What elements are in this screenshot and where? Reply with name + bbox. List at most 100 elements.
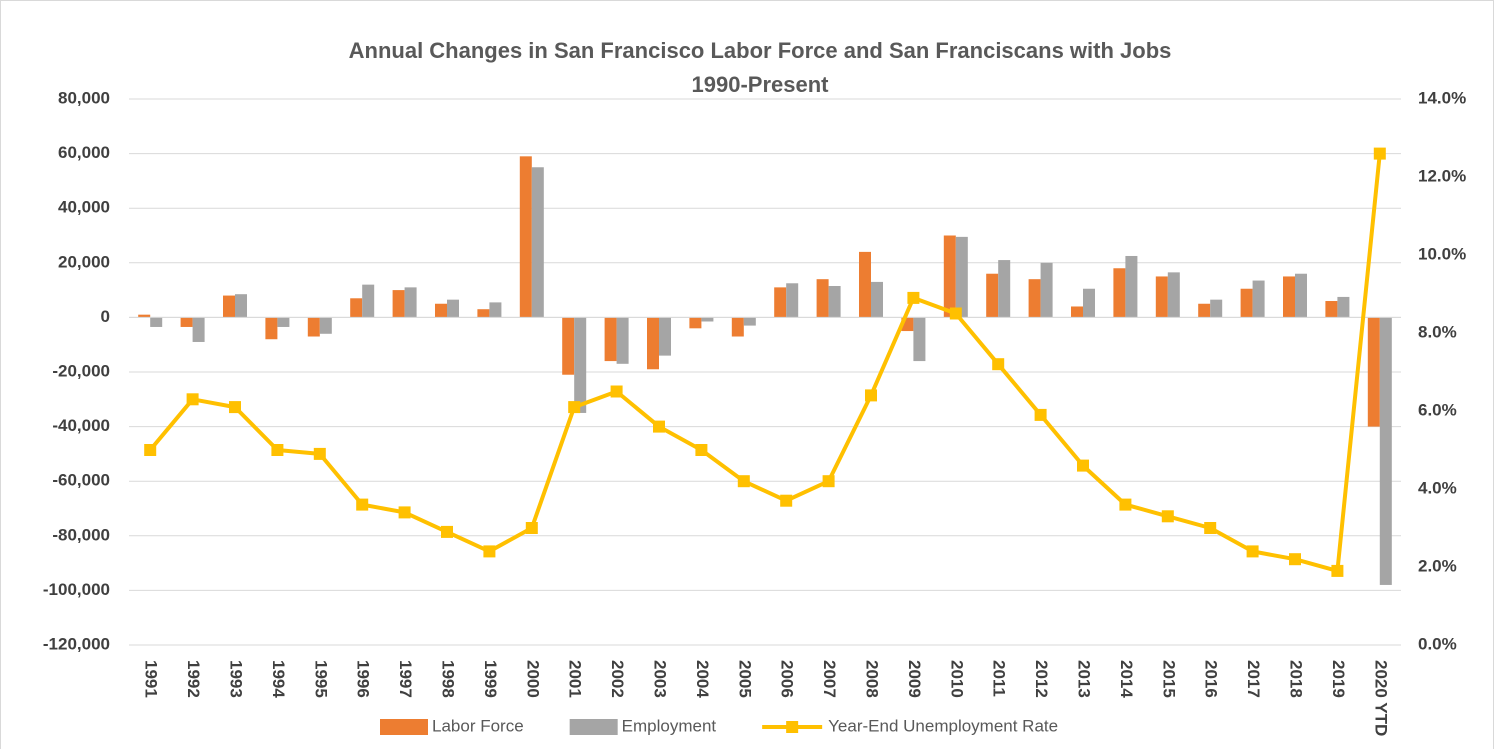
line-marker bbox=[1246, 545, 1259, 558]
x-tick-label: 2015 bbox=[1159, 660, 1178, 698]
x-tick-label: 2017 bbox=[1244, 660, 1263, 698]
bar bbox=[138, 314, 151, 318]
legend-label: Labor Force bbox=[432, 716, 524, 735]
legend-swatch bbox=[380, 719, 428, 735]
bar bbox=[616, 317, 629, 364]
bar bbox=[435, 303, 447, 318]
line-marker bbox=[907, 291, 920, 304]
y-tick-label: -120,000 bbox=[43, 634, 110, 653]
x-tick-label: 2003 bbox=[651, 660, 670, 698]
x-tick-label: 2013 bbox=[1075, 660, 1094, 698]
bar bbox=[743, 317, 756, 326]
bar bbox=[828, 286, 841, 318]
bar bbox=[871, 281, 883, 318]
line-marker bbox=[780, 494, 793, 507]
x-tick-label: 2006 bbox=[778, 660, 797, 698]
line-marker bbox=[822, 475, 835, 488]
bar bbox=[519, 156, 532, 318]
x-tick-label: 2002 bbox=[608, 660, 627, 698]
bar bbox=[277, 317, 290, 327]
y2-tick-label: 8.0% bbox=[1418, 322, 1457, 341]
line-marker bbox=[144, 444, 157, 456]
y2-tick-label: 10.0% bbox=[1418, 244, 1466, 263]
line-marker bbox=[1204, 522, 1217, 534]
y2-tick-label: 0.0% bbox=[1418, 634, 1457, 653]
y2-tick-label: 6.0% bbox=[1418, 400, 1457, 419]
x-tick-label: 1997 bbox=[396, 660, 415, 698]
x-tick-label: 2018 bbox=[1287, 660, 1306, 698]
chart-subtitle: 1990-Present bbox=[692, 72, 830, 97]
x-tick-label: 1993 bbox=[227, 660, 246, 698]
bar bbox=[1155, 276, 1168, 318]
y-tick-label: 40,000 bbox=[58, 198, 110, 217]
y-tick-label: 80,000 bbox=[58, 88, 110, 107]
line bbox=[148, 153, 1382, 573]
x-tick-label: 1996 bbox=[354, 660, 373, 698]
bar bbox=[647, 317, 659, 370]
x-tick-label: 2008 bbox=[863, 660, 882, 698]
line-marker bbox=[695, 444, 708, 456]
bar bbox=[1367, 317, 1380, 427]
y-tick-label: 60,000 bbox=[58, 143, 110, 162]
bar bbox=[531, 167, 544, 318]
bar bbox=[223, 295, 235, 318]
line-marker bbox=[398, 506, 411, 519]
bar bbox=[1083, 288, 1095, 318]
line-marker bbox=[949, 307, 962, 320]
x-tick-label: 1995 bbox=[311, 660, 330, 698]
bar bbox=[150, 317, 163, 327]
line-marker bbox=[271, 444, 284, 456]
line-marker bbox=[865, 389, 877, 402]
bar bbox=[265, 317, 278, 340]
bar bbox=[180, 317, 193, 327]
bar bbox=[1337, 296, 1350, 318]
bar bbox=[701, 317, 714, 322]
line-marker bbox=[1289, 553, 1301, 566]
bar bbox=[786, 283, 799, 318]
bar bbox=[1040, 262, 1053, 318]
y2-tick-label: 12.0% bbox=[1418, 166, 1466, 185]
bar bbox=[1071, 306, 1083, 318]
bar bbox=[816, 279, 829, 318]
line-marker bbox=[653, 420, 665, 433]
bar bbox=[192, 317, 205, 342]
line-marker bbox=[186, 393, 199, 406]
x-tick-label: 1998 bbox=[439, 660, 458, 698]
bar bbox=[1379, 317, 1392, 585]
x-tick-label: 2014 bbox=[1117, 660, 1136, 698]
x-tick-label: 1992 bbox=[184, 660, 203, 698]
bar bbox=[943, 235, 956, 318]
line-marker bbox=[1331, 564, 1344, 577]
bar bbox=[998, 260, 1011, 318]
bar bbox=[404, 287, 417, 318]
bar bbox=[986, 273, 999, 318]
line-marker bbox=[737, 475, 750, 488]
x-tick-label: 2020 YTD bbox=[1371, 660, 1390, 736]
x-tick-label: 2009 bbox=[905, 660, 924, 698]
bar bbox=[1210, 299, 1223, 318]
line-marker bbox=[356, 498, 369, 511]
line-marker bbox=[1161, 510, 1174, 523]
bar bbox=[447, 299, 459, 318]
x-tick-label: 1991 bbox=[142, 660, 161, 698]
bar bbox=[477, 309, 490, 318]
y-tick-label: -80,000 bbox=[52, 525, 110, 544]
bar bbox=[235, 294, 247, 318]
bar bbox=[319, 317, 332, 334]
bar bbox=[574, 317, 587, 413]
y-tick-label: -20,000 bbox=[52, 361, 110, 380]
y-tick-label: -100,000 bbox=[43, 580, 110, 599]
bar bbox=[604, 317, 617, 362]
bar bbox=[1252, 280, 1265, 318]
line-marker bbox=[1077, 459, 1089, 472]
legend-swatch bbox=[569, 719, 618, 735]
bar bbox=[1198, 303, 1211, 318]
x-tick-label: 2012 bbox=[1032, 660, 1051, 698]
line-marker bbox=[441, 525, 453, 538]
bar bbox=[489, 302, 502, 318]
bar bbox=[731, 317, 744, 337]
bar bbox=[350, 298, 363, 318]
legend-label: Year-End Unemployment Rate bbox=[828, 716, 1058, 735]
